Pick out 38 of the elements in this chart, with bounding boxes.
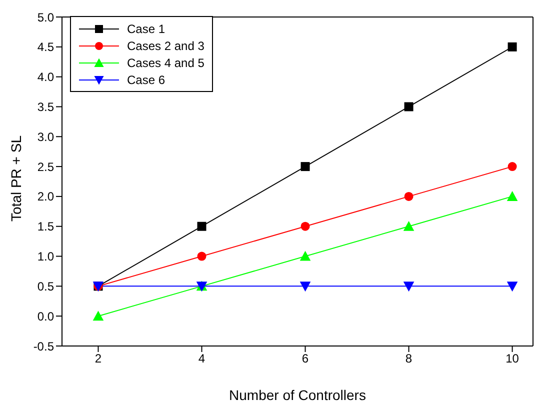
y-tick-label: 4.0: [37, 70, 54, 84]
point: [404, 102, 414, 112]
point: [508, 42, 517, 52]
point: [404, 192, 414, 201]
y-tick-label: 5.0: [37, 10, 54, 24]
x-tick-label: 6: [302, 352, 309, 366]
point: [300, 250, 311, 261]
legend-label: Case 1: [127, 22, 166, 36]
x-tick-label: 4: [198, 352, 206, 366]
legend-label: Cases 4 and 5: [127, 56, 204, 70]
y-tick-label: 1.0: [37, 250, 54, 264]
x-tick-label: 10: [506, 352, 520, 366]
y-tick-label: 2.0: [37, 190, 54, 204]
legend-label: Case 6: [127, 72, 166, 86]
x-axis-title: Number of Controllers: [229, 387, 366, 403]
point: [300, 222, 310, 231]
x-tick-label: 2: [94, 352, 102, 366]
point: [506, 191, 518, 201]
point: [300, 162, 310, 172]
y-tick-label: 1.5: [37, 220, 54, 234]
y-tick-label: 0.5: [37, 279, 54, 294]
y-tick-label: 2.5: [37, 160, 54, 174]
x-tick-label: 8: [405, 352, 412, 366]
y-tick-label: 4.5: [37, 40, 54, 54]
y-tick-label: 0.0: [37, 309, 54, 324]
legend-label: Cases 2 and 3: [127, 38, 204, 52]
y-tick-label: 3.0: [37, 130, 54, 144]
y-tick-label: 3.5: [37, 100, 54, 114]
point: [197, 222, 206, 231]
point: [403, 220, 414, 231]
point: [403, 282, 414, 292]
y-tick-label: -0.5: [33, 339, 54, 354]
point: [506, 282, 518, 292]
point: [92, 310, 104, 321]
y-axis-title: Total PR + SL: [8, 135, 24, 222]
point: [508, 162, 517, 172]
point: [300, 282, 311, 292]
point: [197, 252, 206, 261]
